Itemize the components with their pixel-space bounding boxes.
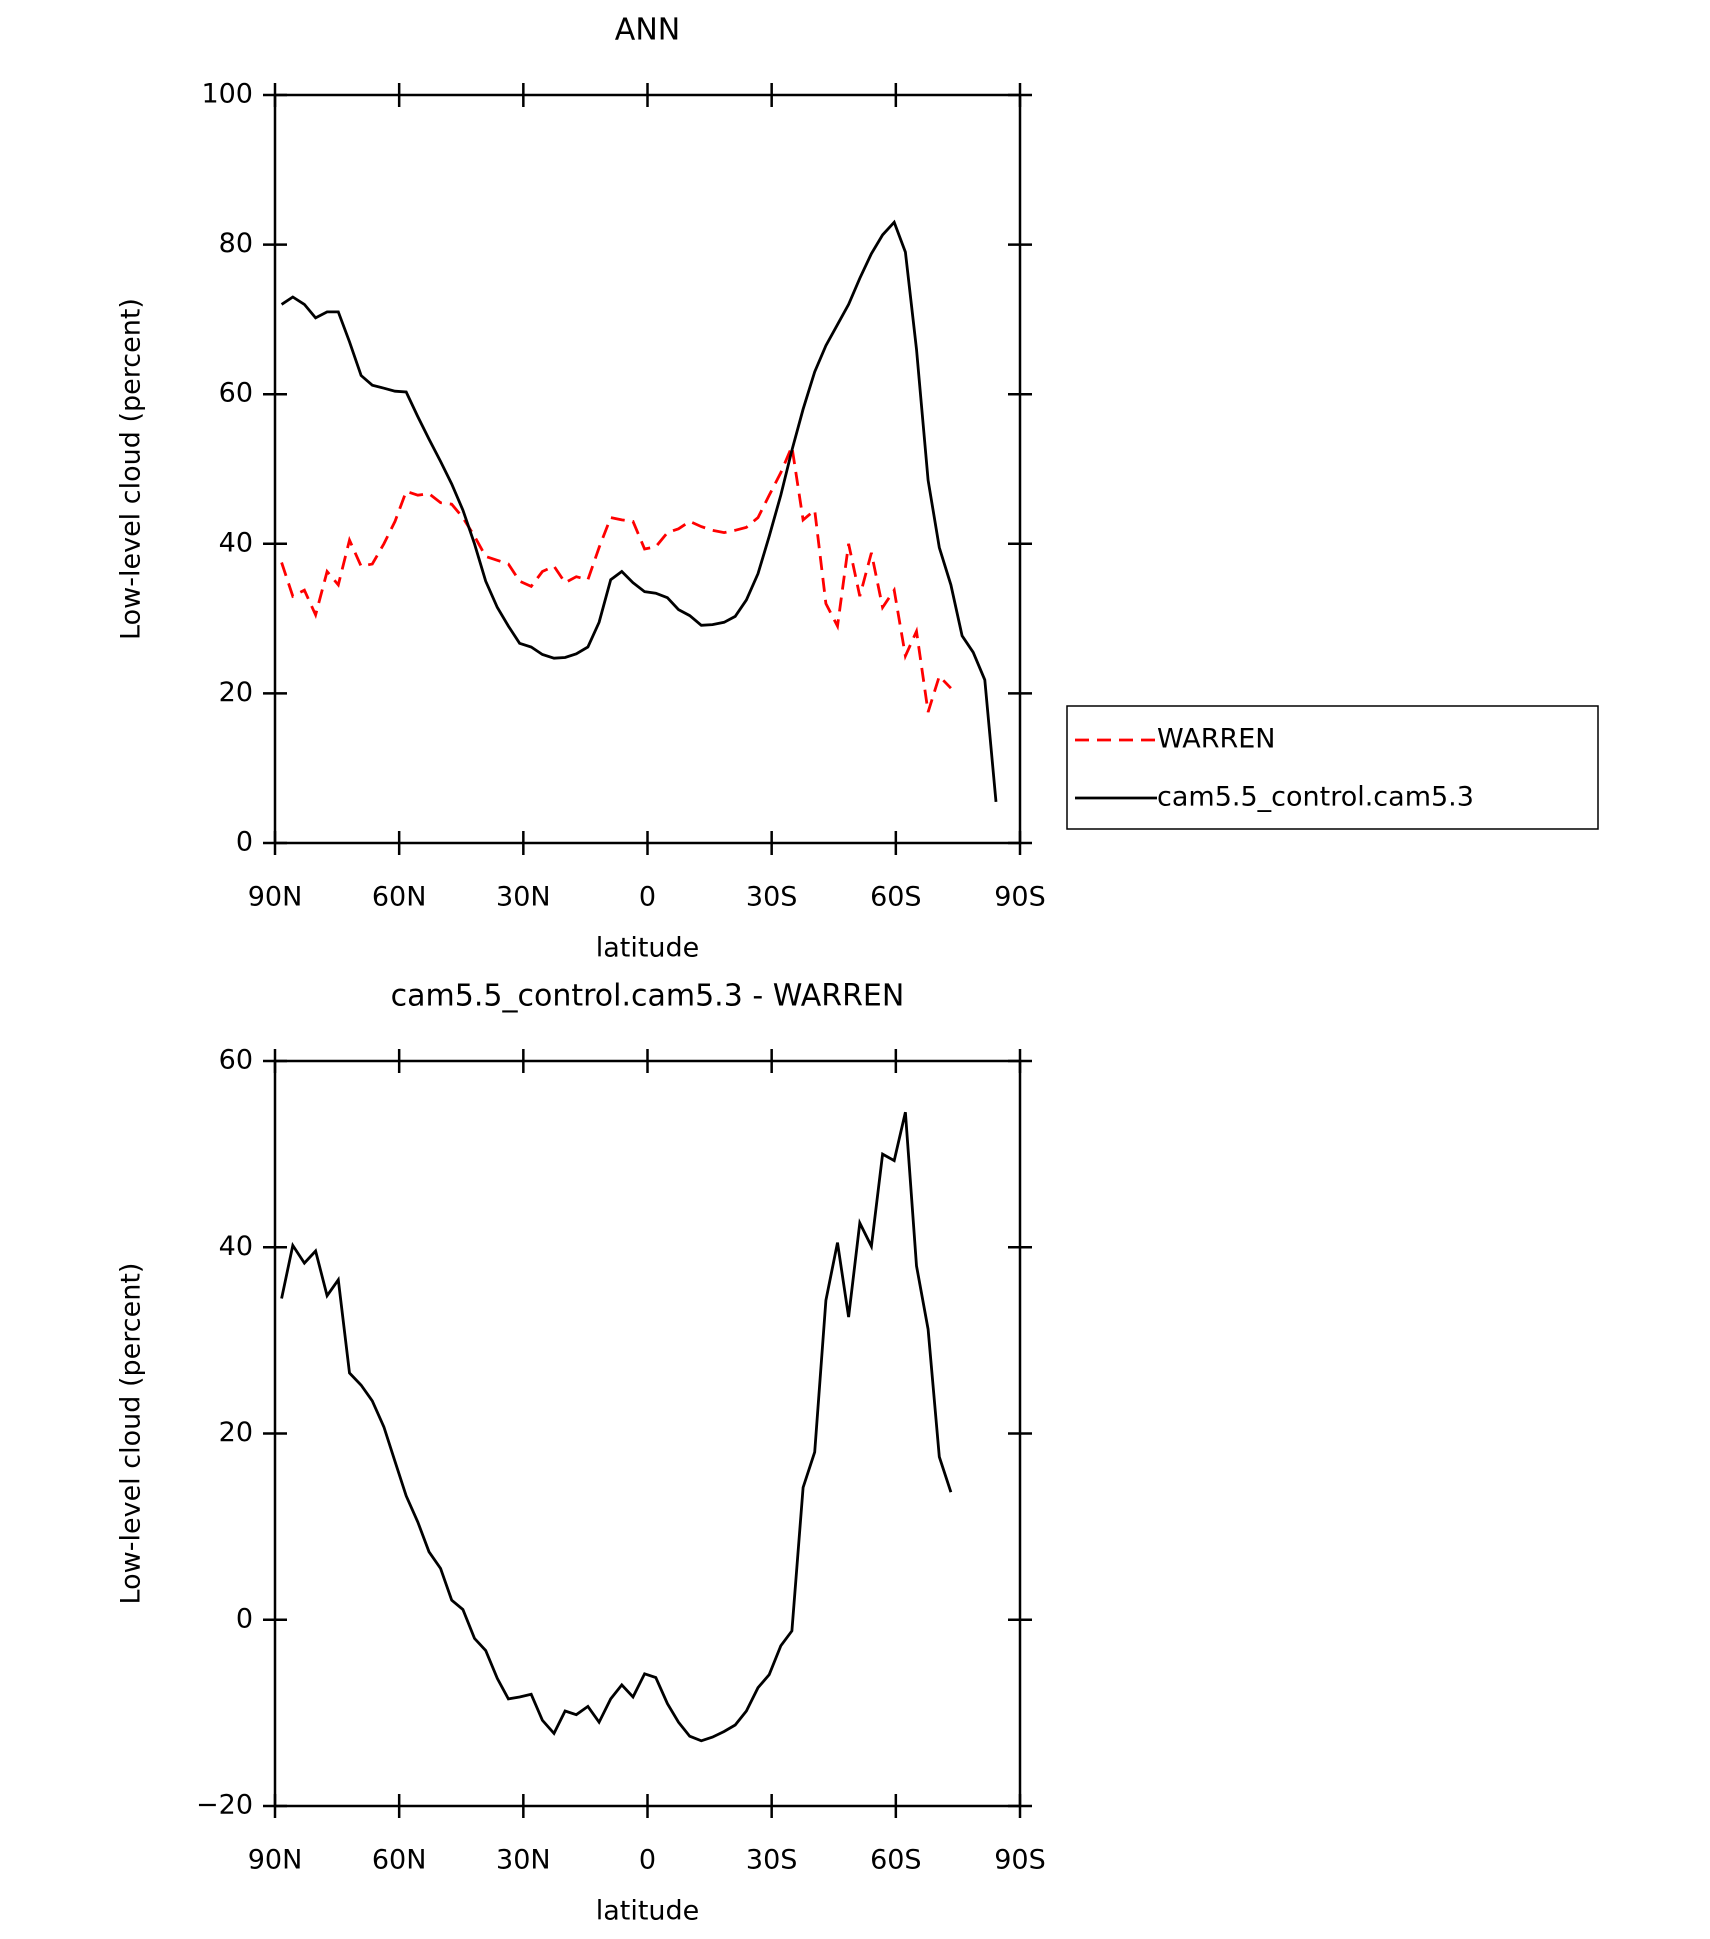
x-tick-label: 60S (870, 882, 922, 913)
x-tick-label: 90S (994, 882, 1046, 913)
chart-title: cam5.5_control.cam5.3 - WARREN (391, 979, 905, 1014)
x-tick-label: 90N (248, 1845, 303, 1876)
x-tick-label: 90S (994, 1845, 1046, 1876)
data-line (280, 1111, 953, 1743)
x-tick-label: 0 (639, 882, 656, 913)
y-tick-label: 80 (219, 228, 253, 259)
legend-box (1066, 705, 1599, 830)
data-line (280, 441, 952, 713)
y-tick-label: 20 (219, 677, 253, 708)
y-tick-label: 0 (236, 827, 253, 858)
y-tick-label: 40 (219, 1231, 253, 1262)
y-tick-label: 100 (201, 79, 253, 110)
data-line (280, 219, 998, 803)
y-axis-label: Low-level cloud (percent) (116, 298, 147, 640)
x-tick-label: 30S (746, 1845, 798, 1876)
plot-frame (273, 93, 1022, 845)
x-tick-label: 60N (372, 882, 427, 913)
x-tick-label: 30N (496, 882, 551, 913)
y-tick-label: 0 (236, 1603, 253, 1634)
x-axis-label: latitude (596, 1896, 700, 1927)
chart-title: ANN (615, 13, 680, 48)
y-tick-label: 40 (219, 527, 253, 558)
x-tick-label: 30N (496, 1845, 551, 1876)
x-tick-label: 60S (870, 1845, 922, 1876)
y-tick-label: −20 (196, 1790, 253, 1821)
y-tick-label: 60 (219, 378, 253, 409)
y-axis-label: Low-level cloud (percent) (116, 1263, 147, 1605)
x-tick-label: 90N (248, 882, 303, 913)
x-tick-label: 0 (639, 1845, 656, 1876)
legend-label: WARREN (1157, 724, 1275, 755)
y-tick-label: 20 (219, 1417, 253, 1448)
x-axis-label: latitude (596, 933, 700, 964)
x-tick-label: 30S (746, 882, 798, 913)
x-tick-label: 60N (372, 1845, 427, 1876)
legend-label: cam5.5_control.cam5.3 (1157, 782, 1474, 813)
y-tick-label: 60 (219, 1045, 253, 1076)
